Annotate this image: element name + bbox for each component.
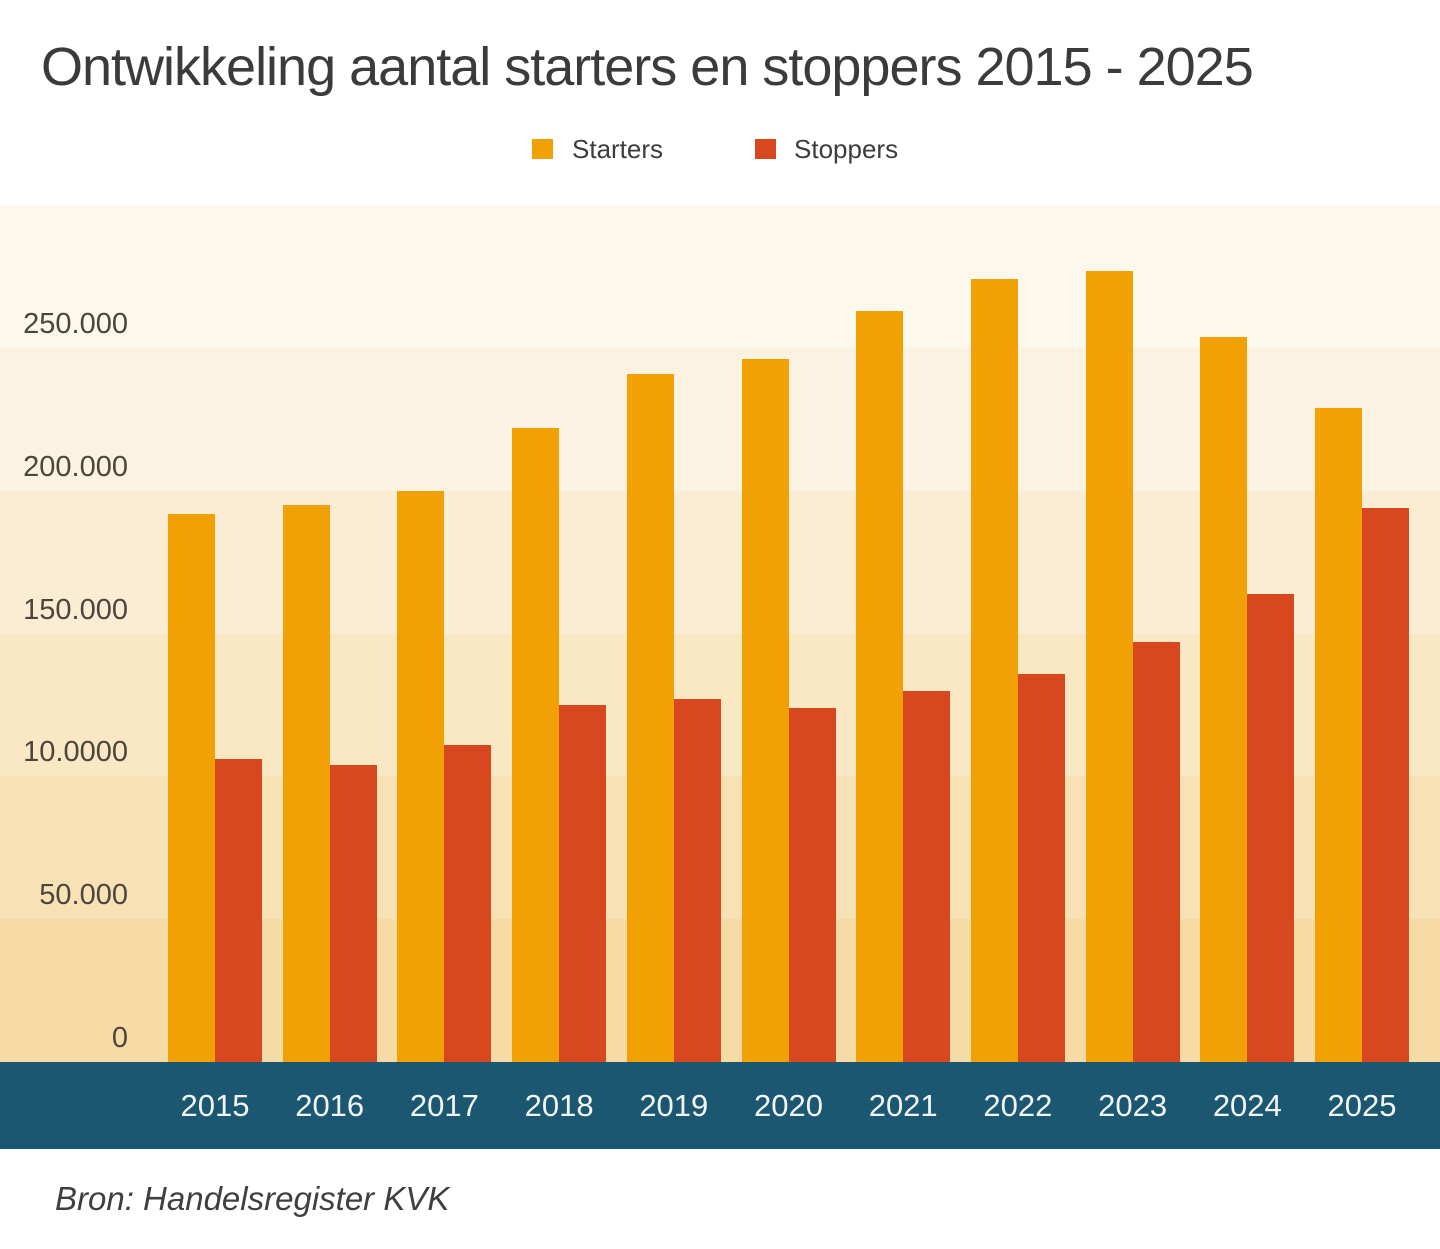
bar-stoppers-2018 <box>559 705 607 1062</box>
bar-starters-2016 <box>282 505 330 1062</box>
x-tick-2020: 2020 <box>754 1087 823 1123</box>
bar-stoppers-2023 <box>1132 642 1180 1062</box>
bar-starters-2024 <box>1200 336 1248 1062</box>
bar-starters-2023 <box>1085 270 1133 1062</box>
plot-band <box>0 348 1440 491</box>
x-tick-2024: 2024 <box>1212 1087 1282 1123</box>
x-tick-2017: 2017 <box>409 1087 479 1123</box>
y-tick-0: 0 <box>111 1022 128 1054</box>
bar-starters-2022 <box>970 279 1018 1062</box>
y-tick-150000: 150.000 <box>23 593 128 626</box>
bar-stoppers-2022 <box>1017 673 1065 1062</box>
y-tick-100000: 10.0000 <box>23 736 128 769</box>
x-tick-2015: 2015 <box>180 1087 250 1123</box>
bar-starters-2015 <box>168 513 215 1062</box>
bar-stoppers-2021 <box>903 690 951 1062</box>
x-tick-2018: 2018 <box>524 1087 594 1123</box>
bar-starters-2017 <box>397 490 445 1062</box>
legend-stoppers-label: Stoppers <box>794 134 899 164</box>
x-tick-2019: 2019 <box>639 1087 709 1123</box>
bar-stoppers-2019 <box>673 699 721 1062</box>
x-tick-2022: 2022 <box>983 1087 1053 1123</box>
x-tick-2021: 2021 <box>868 1087 938 1123</box>
bar-stoppers-2016 <box>329 764 377 1062</box>
bar-stoppers-2017 <box>444 744 492 1062</box>
bar-starters-2018 <box>512 427 560 1062</box>
x-tick-2023: 2023 <box>1098 1087 1168 1123</box>
bar-stoppers-2015 <box>215 759 262 1062</box>
bar-starters-2021 <box>856 310 904 1062</box>
x-axis-band <box>0 1062 1440 1149</box>
legend-starters-swatch <box>532 139 553 159</box>
plot-band <box>0 205 1440 348</box>
bar-stoppers-2020 <box>788 707 836 1062</box>
bar-stoppers-2024 <box>1247 593 1295 1062</box>
y-tick-50000: 50.000 <box>39 879 128 912</box>
chart-title: Ontwikkeling aantal starters en stoppers… <box>41 37 1254 97</box>
bar-starters-2020 <box>741 359 789 1062</box>
legend-starters-label: Starters <box>572 134 664 164</box>
y-tick-250000: 250.000 <box>23 308 128 340</box>
bar-stoppers-2025 <box>1362 507 1409 1062</box>
legend-stoppers-swatch <box>755 139 776 159</box>
bar-starters-2025 <box>1315 407 1362 1062</box>
bar-starters-2019 <box>626 373 674 1062</box>
y-tick-200000: 200.000 <box>23 450 128 483</box>
source-credit: Bron: Handelsregister KVK <box>55 1180 450 1217</box>
plot-band <box>0 490 1440 634</box>
x-tick-2025: 2025 <box>1327 1087 1397 1123</box>
x-tick-2016: 2016 <box>295 1087 365 1123</box>
